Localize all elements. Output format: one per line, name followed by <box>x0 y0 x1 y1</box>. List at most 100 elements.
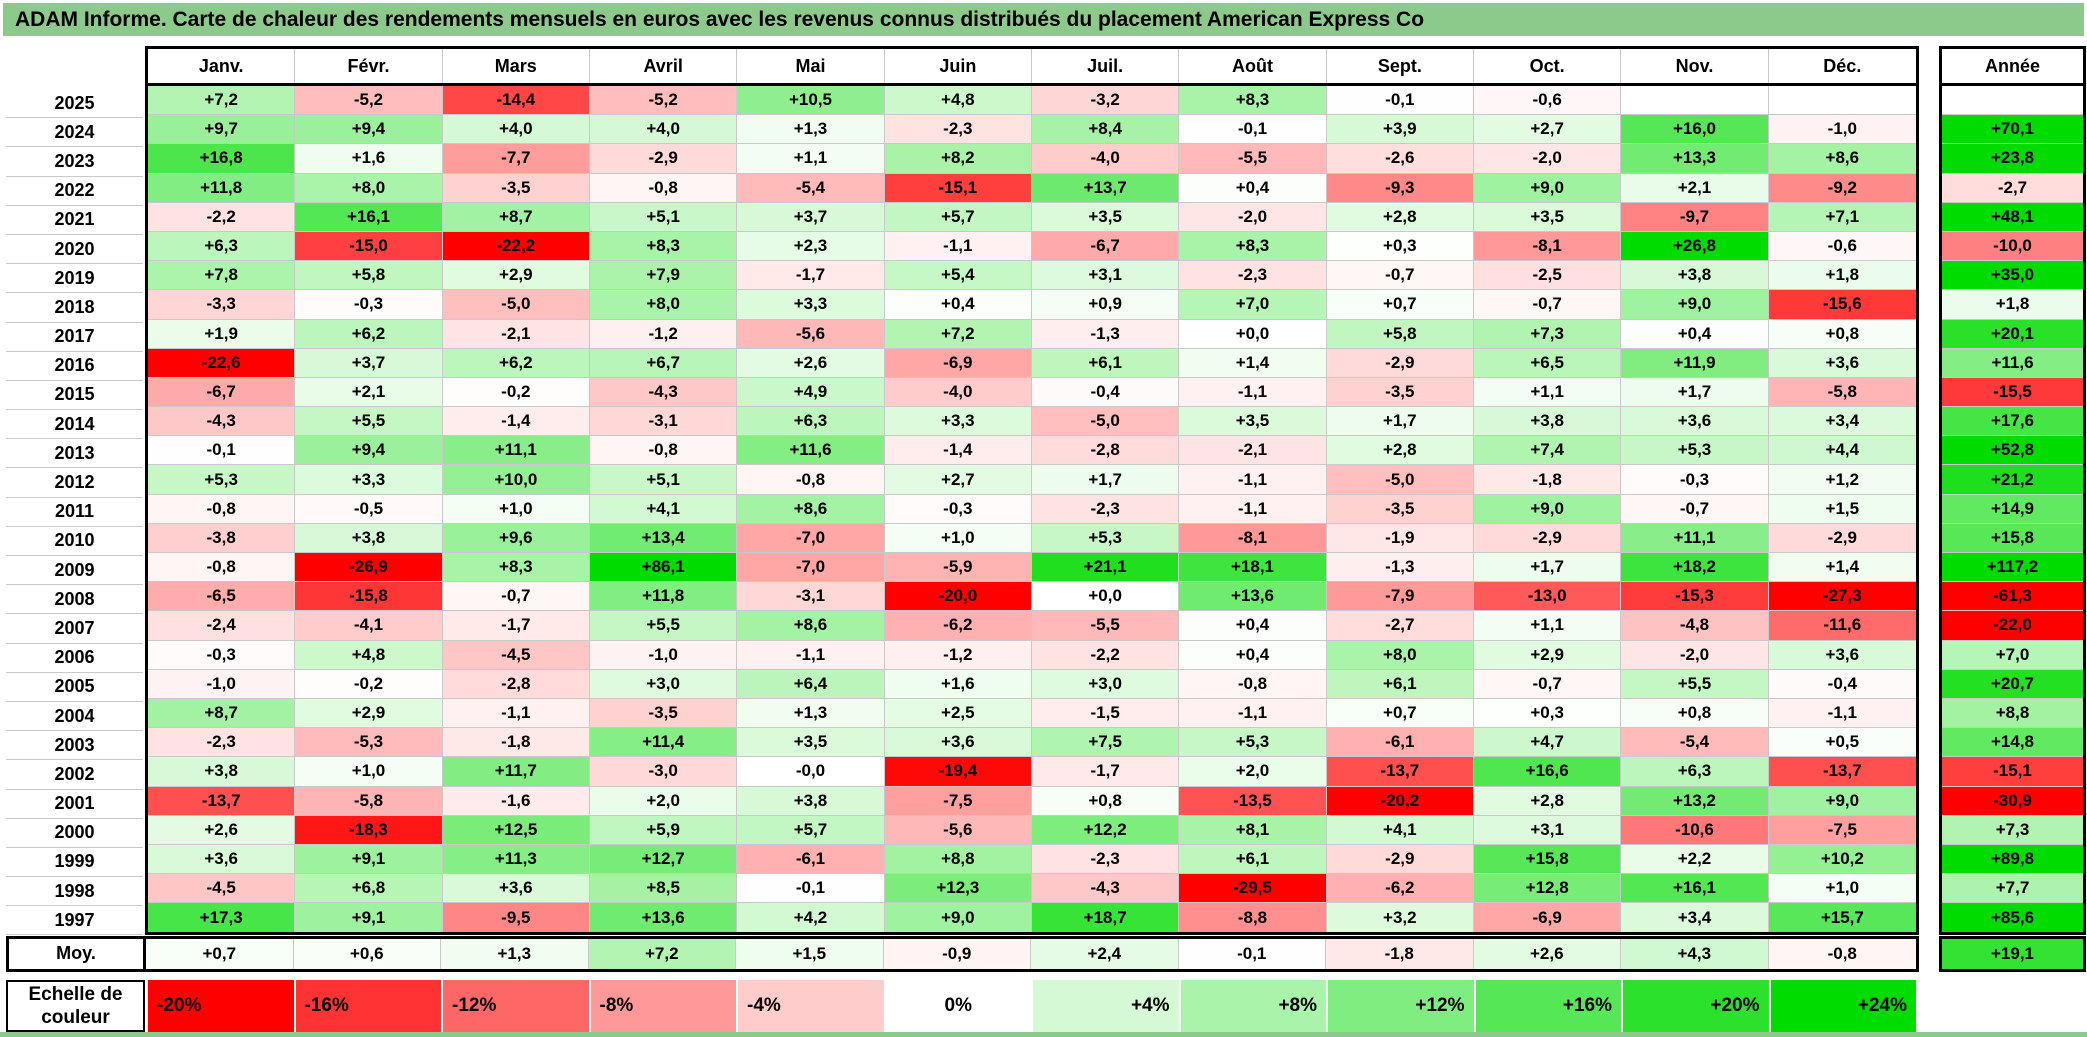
heatmap-cell: -0,7 <box>442 582 590 612</box>
year-label: 1998 <box>6 877 143 907</box>
heatmap-cell: +5,5 <box>589 611 738 641</box>
color-scale-label-line2: couleur <box>41 1007 110 1028</box>
heatmap-cell: +0,8 <box>1768 319 1916 349</box>
year-label: 2005 <box>6 672 143 702</box>
year-label: 2008 <box>6 585 143 615</box>
heatmap-cell: -5,9 <box>884 553 1032 583</box>
heatmap-cell: -27,3 <box>1768 582 1916 612</box>
average-month-cell: +2,4 <box>1031 938 1179 969</box>
annual-total-cell: +1,8 <box>1942 290 2083 320</box>
heatmap-cell: -15,0 <box>295 231 443 262</box>
heatmap-cell: +11,4 <box>589 728 738 758</box>
heatmap-cell: -1,8 <box>1473 465 1622 495</box>
heatmap-cell: -5,0 <box>1031 407 1180 437</box>
year-label: 2018 <box>6 293 143 323</box>
heatmap-cell: +3,7 <box>737 202 885 232</box>
heatmap-cell: -1,1 <box>1179 698 1327 729</box>
heatmap-cell: -19,4 <box>884 757 1032 787</box>
heatmap-cell: +3,1 <box>1031 261 1180 291</box>
heatmap-cell: -2,9 <box>589 144 738 174</box>
heatmap-cell: -1,4 <box>884 436 1032 466</box>
month-header-cell: Août <box>1179 49 1327 83</box>
color-scale-cell: -8% <box>590 980 736 1032</box>
annual-total-cell: +7,7 <box>1942 874 2083 904</box>
heatmap-cell: +9,4 <box>295 115 443 145</box>
heatmap-cell: -6,2 <box>884 611 1032 641</box>
year-label: 2007 <box>6 614 143 644</box>
color-scale-cell: +8% <box>1180 980 1326 1032</box>
color-scale: -20% -16% -12% -8% -4% 0% +4% +8% +12% +16% +20% +2… <box>148 980 1916 1032</box>
month-header-cell: Janv. <box>148 49 296 83</box>
heatmap-cell: -13,5 <box>1179 786 1327 816</box>
heatmap-cell: +3,5 <box>1473 202 1622 232</box>
year-label: 2017 <box>6 322 143 352</box>
heatmap-cell: +9,7 <box>148 115 296 145</box>
monthly-values-grid: +7,2 -5,2 -14,4 -5,2 +10,5 +4,8 -3,2 +8,3 -0,1 -0… <box>148 86 1916 933</box>
heatmap-cell: -4,0 <box>1031 144 1180 174</box>
heatmap-cell: -15,1 <box>884 173 1032 203</box>
year-label: 2009 <box>6 556 143 586</box>
heatmap-cell: -4,0 <box>884 377 1032 408</box>
heatmap-cell: -0,8 <box>1179 669 1327 699</box>
annual-total-cell: +35,0 <box>1942 261 2083 291</box>
year-label: 2000 <box>6 818 143 848</box>
heatmap-cell: +6,2 <box>442 348 590 378</box>
heatmap-cell: +15,8 <box>1473 844 1622 875</box>
heatmap-cell: +0,8 <box>1031 786 1180 816</box>
heatmap-cell: -5,3 <box>295 728 443 758</box>
color-scale-cell: +24% <box>1770 980 1916 1032</box>
heatmap-cell: +5,3 <box>1031 523 1180 553</box>
heatmap-cell: +2,1 <box>295 377 443 408</box>
heatmap-cell: -2,9 <box>1768 523 1916 553</box>
heatmap-cell: +16,6 <box>1473 757 1622 787</box>
heatmap-cell: -1,7 <box>737 261 885 291</box>
heatmap-cell: -1,7 <box>1031 757 1180 787</box>
month-header-cell: Mars <box>442 49 590 83</box>
heatmap-cell: +8,0 <box>589 290 738 320</box>
year-label: 2010 <box>6 526 143 556</box>
heatmap-cell: -2,6 <box>1326 144 1474 174</box>
heatmap-cell: -0,4 <box>1031 377 1180 408</box>
heatmap-cell: +7,8 <box>148 261 296 291</box>
month-header-cell: Oct. <box>1473 49 1622 83</box>
heatmap-cell: +3,6 <box>1768 348 1916 378</box>
heatmap-cell: +5,1 <box>589 465 738 495</box>
heatmap-cell: -1,3 <box>1031 319 1180 349</box>
heatmap-cell: -1,0 <box>148 669 296 699</box>
year-label: 2015 <box>6 380 143 411</box>
heatmap-cell: +8,3 <box>442 553 590 583</box>
heatmap-cell: +1,7 <box>1473 553 1622 583</box>
heatmap-cell: +2,9 <box>295 698 443 729</box>
month-header-row: Janv. Févr. Mars Avril Mai Juin Juil. Août Sept.… <box>148 49 1916 86</box>
heatmap-cell: +2,7 <box>1473 115 1622 145</box>
bottom-green-strip <box>0 1032 2087 1037</box>
heatmap-cell: -9,2 <box>1768 173 1916 203</box>
heatmap-cell: -18,3 <box>295 815 443 845</box>
annual-total-cell: -15,1 <box>1942 757 2083 787</box>
heatmap-cell: +2,6 <box>148 815 296 845</box>
year-label: 2011 <box>6 497 143 527</box>
heatmap-cell: +8,3 <box>1179 231 1327 262</box>
heatmap-cell: +5,7 <box>737 815 885 845</box>
heatmap-cell: +8,6 <box>737 494 885 524</box>
heatmap-cell: +1,9 <box>148 319 296 349</box>
heatmap-cell: +18,1 <box>1179 553 1327 583</box>
heatmap-cell: +2,0 <box>1179 757 1327 787</box>
heatmap-cell: -5,8 <box>1768 377 1916 408</box>
average-month-cell: +1,5 <box>736 938 884 969</box>
heatmap-cell: -1,1 <box>1179 494 1327 524</box>
heatmap-cell: -2,0 <box>1621 640 1769 670</box>
heatmap-cell: +5,8 <box>1326 319 1474 349</box>
annual-total-cell: +14,9 <box>1942 494 2083 524</box>
heatmap-cell: +3,8 <box>148 757 296 787</box>
annual-total-cell: +7,0 <box>1942 640 2083 670</box>
heatmap-cell: -7,7 <box>442 144 590 174</box>
heatmap-cell: -2,9 <box>1326 348 1474 378</box>
heatmap-cell: +5,5 <box>295 407 443 437</box>
heatmap-cell: +2,7 <box>884 465 1032 495</box>
heatmap-cell: +16,1 <box>295 202 443 232</box>
heatmap-cell: -1,4 <box>442 407 590 437</box>
heatmap-cell: +3,5 <box>1031 202 1180 232</box>
heatmap-cell: -2,9 <box>1326 844 1474 875</box>
heatmap-cell: +6,8 <box>295 874 443 904</box>
